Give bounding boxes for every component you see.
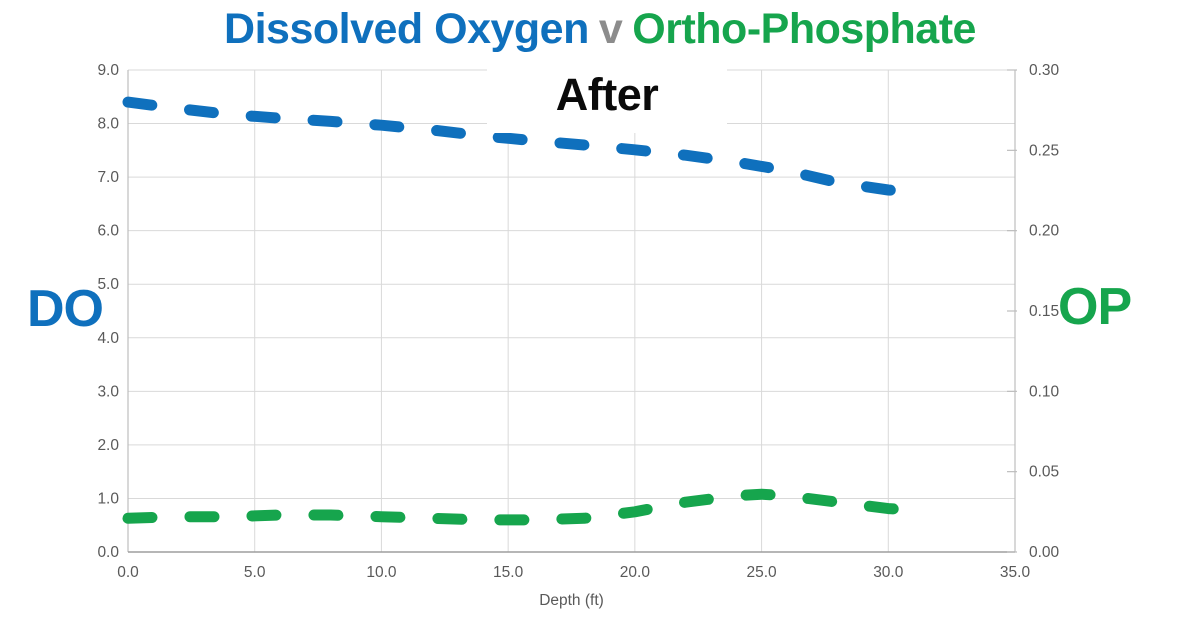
- left-y-tick-label: 7.0: [97, 169, 119, 186]
- title-ortho-phosphate: Ortho-Phosphate: [632, 5, 976, 53]
- left-y-tick-label: 4.0: [97, 330, 119, 347]
- x-tick-label: 15.0: [493, 564, 524, 581]
- x-tick-label: 30.0: [873, 564, 904, 581]
- left-axis-title-do: DO: [27, 280, 104, 338]
- do-series-line: [122, 96, 920, 198]
- left-y-tick-label: 1.0: [97, 490, 119, 507]
- x-tick-label: 5.0: [244, 564, 266, 581]
- chart-title: Dissolved Oxygen v Ortho-Phosphate: [0, 0, 1200, 58]
- annotation-after: After: [487, 57, 727, 133]
- op-series-line: [122, 488, 920, 526]
- right-y-tick-label: 0.05: [1029, 464, 1059, 481]
- title-separator-v: v: [598, 5, 623, 53]
- right-axis-title-op: OP: [1058, 278, 1132, 336]
- left-y-tick-label: 9.0: [97, 62, 119, 79]
- right-y-tick-label: 0.15: [1029, 303, 1059, 320]
- x-tick-label: 20.0: [620, 564, 651, 581]
- left-y-tick-label: 5.0: [97, 276, 119, 293]
- right-y-tick-label: 0.25: [1029, 142, 1059, 159]
- x-axis-title: Depth (ft): [539, 592, 604, 609]
- x-tick-label: 25.0: [746, 564, 777, 581]
- right-y-tick-label: 0.00: [1029, 544, 1060, 561]
- left-y-tick-label: 8.0: [97, 116, 119, 133]
- left-y-tick-label: 2.0: [97, 437, 119, 454]
- left-y-tick-label: 6.0: [97, 223, 119, 240]
- right-y-tick-label: 0.10: [1029, 383, 1060, 400]
- x-tick-label: 0.0: [117, 564, 139, 581]
- left-y-tick-label: 3.0: [97, 383, 119, 400]
- left-y-tick-label: 0.0: [97, 544, 119, 561]
- x-tick-label: 10.0: [366, 564, 397, 581]
- right-y-tick-label: 0.30: [1029, 62, 1060, 79]
- x-tick-label: 35.0: [1000, 564, 1031, 581]
- title-dissolved-oxygen: Dissolved Oxygen: [224, 5, 589, 53]
- right-y-tick-label: 0.20: [1029, 223, 1060, 240]
